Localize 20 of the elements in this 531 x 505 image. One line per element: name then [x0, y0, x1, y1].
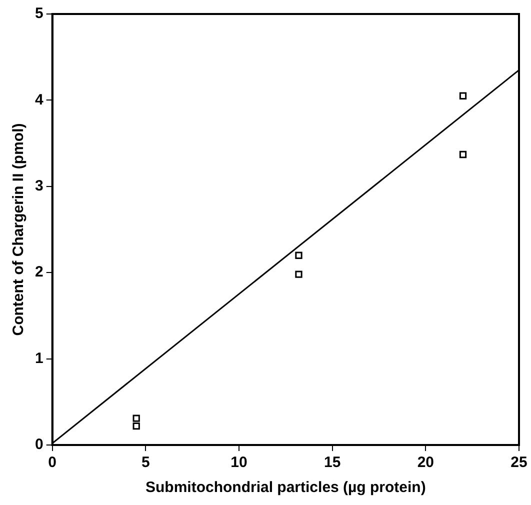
x-tick-label: 10 [230, 454, 248, 472]
x-tick-label: 0 [48, 454, 57, 472]
point [132, 414, 140, 422]
point [295, 252, 302, 259]
y-axis-title: Content of Chargerin II (pmol) [10, 123, 28, 336]
x-axis-title: Submitochondrial particles (µg protein) [146, 479, 426, 496]
x-tick-label: 5 [142, 454, 150, 472]
point [132, 422, 140, 430]
y-tick-label: 3 [35, 178, 44, 195]
point [459, 92, 467, 100]
point [459, 150, 467, 158]
y-tick-label: 5 [35, 5, 44, 22]
y-tick-label: 0 [35, 436, 44, 454]
x-tick-label: 15 [324, 454, 341, 472]
y-tick-label: 2 [35, 264, 44, 281]
x-tick-label: 25 [510, 454, 528, 472]
point [295, 270, 302, 278]
x-tick-label: 20 [417, 454, 434, 472]
y-tick-label: 4 [35, 91, 44, 108]
y-tick-label: 1 [35, 350, 44, 367]
